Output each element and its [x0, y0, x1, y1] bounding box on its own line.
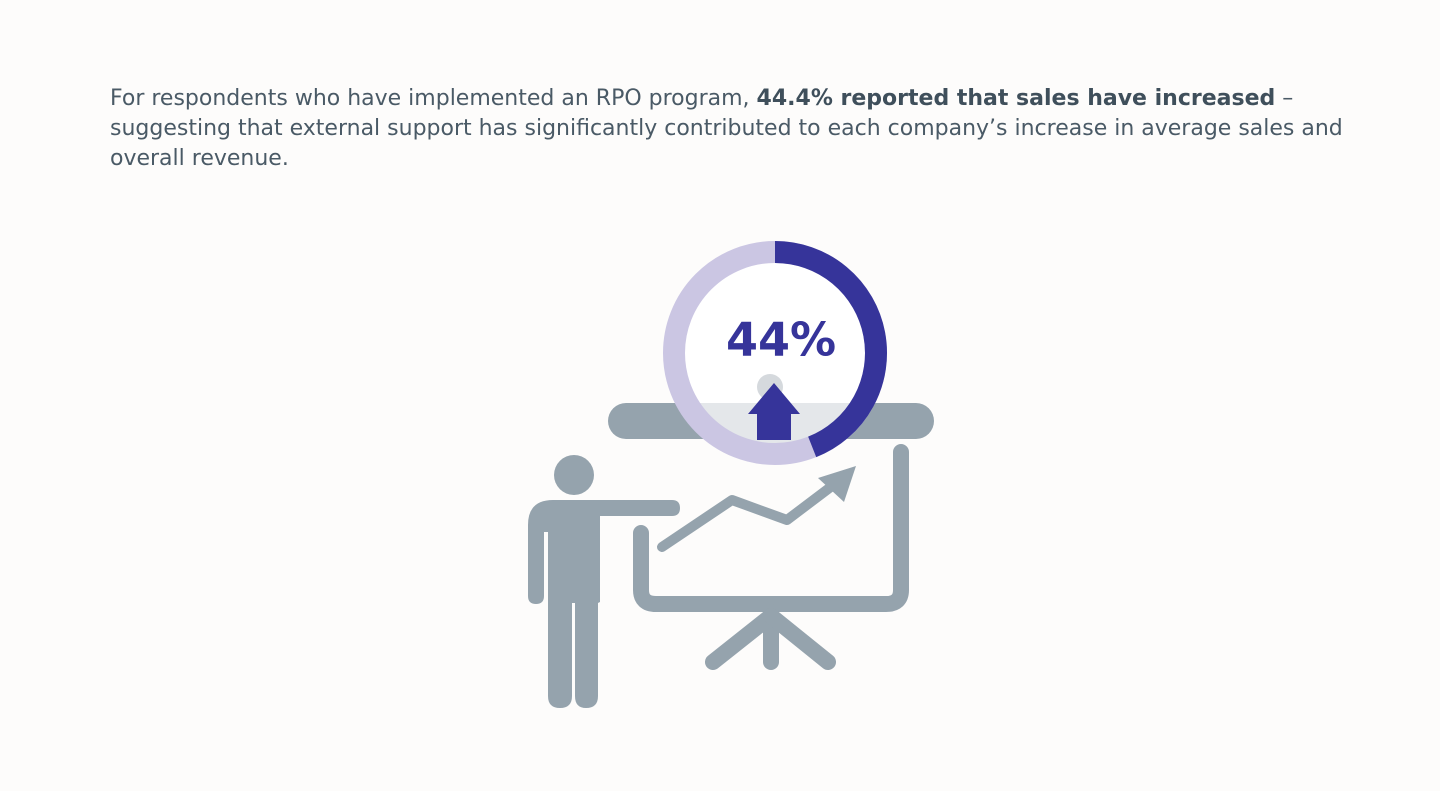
- stat-label: 44%: [726, 313, 836, 367]
- easel-legs: [705, 604, 836, 670]
- trend-up-arrow-icon: [818, 466, 856, 502]
- presenter-icon: [528, 455, 680, 708]
- intro-highlight: 44.4% reported that sales have increased: [756, 86, 1276, 111]
- presentation-board-icon: [633, 444, 909, 612]
- presentation-illustration: 44%: [500, 225, 960, 725]
- percent-ring: [663, 241, 887, 465]
- trend-line: [657, 481, 837, 552]
- ring-progress: [774, 241, 887, 458]
- intro-paragraph: For respondents who have implemented an …: [110, 84, 1350, 174]
- up-arrow-icon: [748, 383, 800, 440]
- intro-tail: – suggesting that external support has s…: [110, 86, 1343, 171]
- intro-lead: For respondents who have implemented an …: [110, 86, 757, 111]
